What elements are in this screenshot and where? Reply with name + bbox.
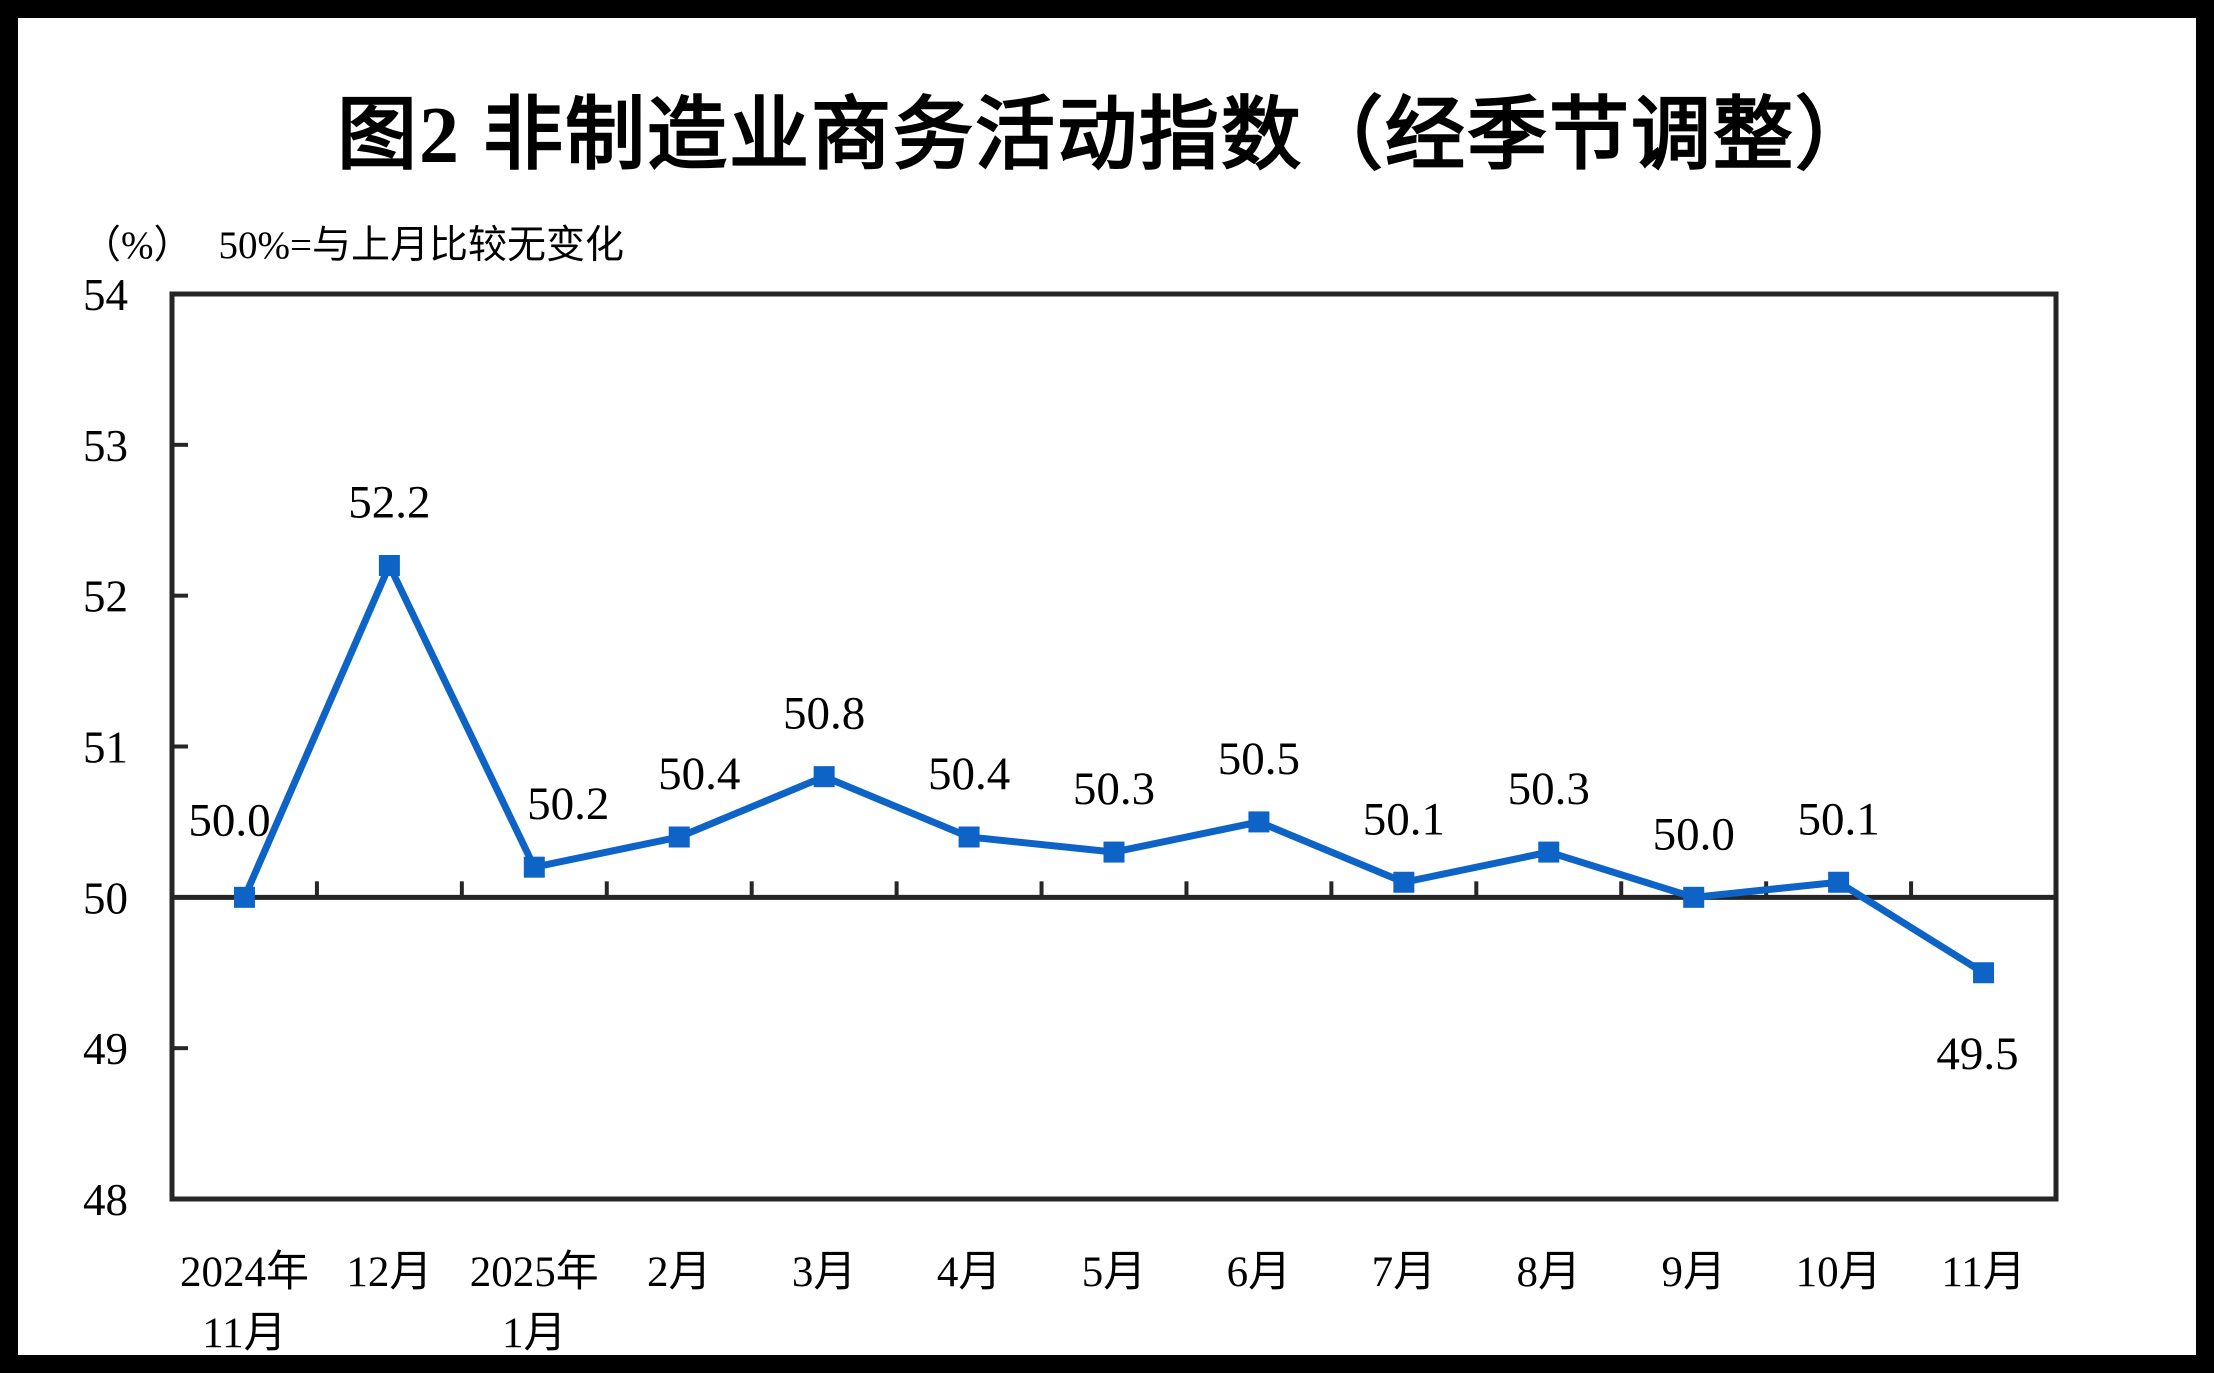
x-tick-label: 10月	[1796, 1249, 1882, 1296]
x-tick-label: 8月	[1517, 1249, 1582, 1296]
data-point-label: 50.2	[527, 778, 609, 830]
data-point-marker	[1393, 871, 1415, 893]
unit-label: （%）	[82, 224, 193, 267]
reference-note: 50%=与上月比较无变化	[218, 224, 624, 267]
y-tick-label: 53	[83, 421, 128, 471]
x-tick-label: 1月	[502, 1310, 567, 1355]
x-tick-label: 11月	[1941, 1249, 2025, 1296]
data-point-label: 49.5	[1936, 1028, 2018, 1080]
data-point-label: 50.3	[1073, 763, 1155, 815]
x-tick-label: 4月	[937, 1249, 1002, 1296]
x-tick-label: 2024年	[180, 1249, 309, 1296]
data-point-marker	[1973, 962, 1995, 984]
y-tick-label: 49	[83, 1024, 128, 1074]
plot-border	[169, 291, 2059, 1202]
x-tick-label: 6月	[1227, 1249, 1292, 1296]
x-tick-label: 11月	[202, 1310, 286, 1355]
data-point-label: 50.1	[1363, 793, 1445, 845]
data-point-marker	[1248, 811, 1270, 833]
data-point-marker	[1538, 841, 1560, 863]
data-point-label: 50.0	[1653, 808, 1735, 860]
data-point-marker	[378, 555, 400, 576]
y-tick-label: 48	[83, 1175, 128, 1225]
y-tick-label: 54	[83, 270, 128, 320]
data-point-marker	[233, 886, 255, 908]
x-tick-label: 2025年	[470, 1249, 599, 1296]
data-point-label: 50.4	[928, 748, 1010, 800]
x-tick-label: 12月	[346, 1249, 432, 1296]
y-tick-label: 52	[83, 572, 128, 622]
data-point-label: 50.1	[1797, 793, 1879, 845]
data-point-label: 50.0	[188, 794, 270, 846]
data-point-label: 50.5	[1218, 733, 1300, 785]
axis-subtitle: （%） 50%=与上月比较无变化	[82, 214, 624, 270]
data-point-label: 50.4	[658, 748, 740, 800]
data-point-marker	[1683, 886, 1705, 908]
data-point-marker	[1103, 841, 1125, 863]
data-point-marker	[813, 766, 835, 788]
x-tick-label: 3月	[792, 1249, 857, 1296]
data-point-marker	[668, 826, 690, 848]
x-tick-label: 7月	[1372, 1249, 1437, 1296]
data-point-marker	[1828, 871, 1850, 893]
data-point-label: 50.3	[1508, 763, 1590, 815]
x-tick-label: 5月	[1082, 1249, 1147, 1296]
x-tick-label: 9月	[1661, 1249, 1726, 1296]
data-point-marker	[523, 856, 545, 878]
data-point-marker	[958, 826, 980, 848]
y-tick-label: 50	[83, 873, 128, 923]
chart-title: 图2 非制造业商务活动指数（经季节调整）	[337, 92, 1877, 180]
data-point-label: 50.8	[783, 688, 865, 740]
y-tick-label: 51	[83, 723, 128, 773]
data-point-label: 52.2	[348, 477, 430, 529]
x-tick-label: 2月	[647, 1249, 712, 1296]
line-chart: 48 49 50 51 52 53 54 2024年 11月 12月 2025年 1月 2月 3月 4月 5月…	[83, 270, 2059, 1355]
